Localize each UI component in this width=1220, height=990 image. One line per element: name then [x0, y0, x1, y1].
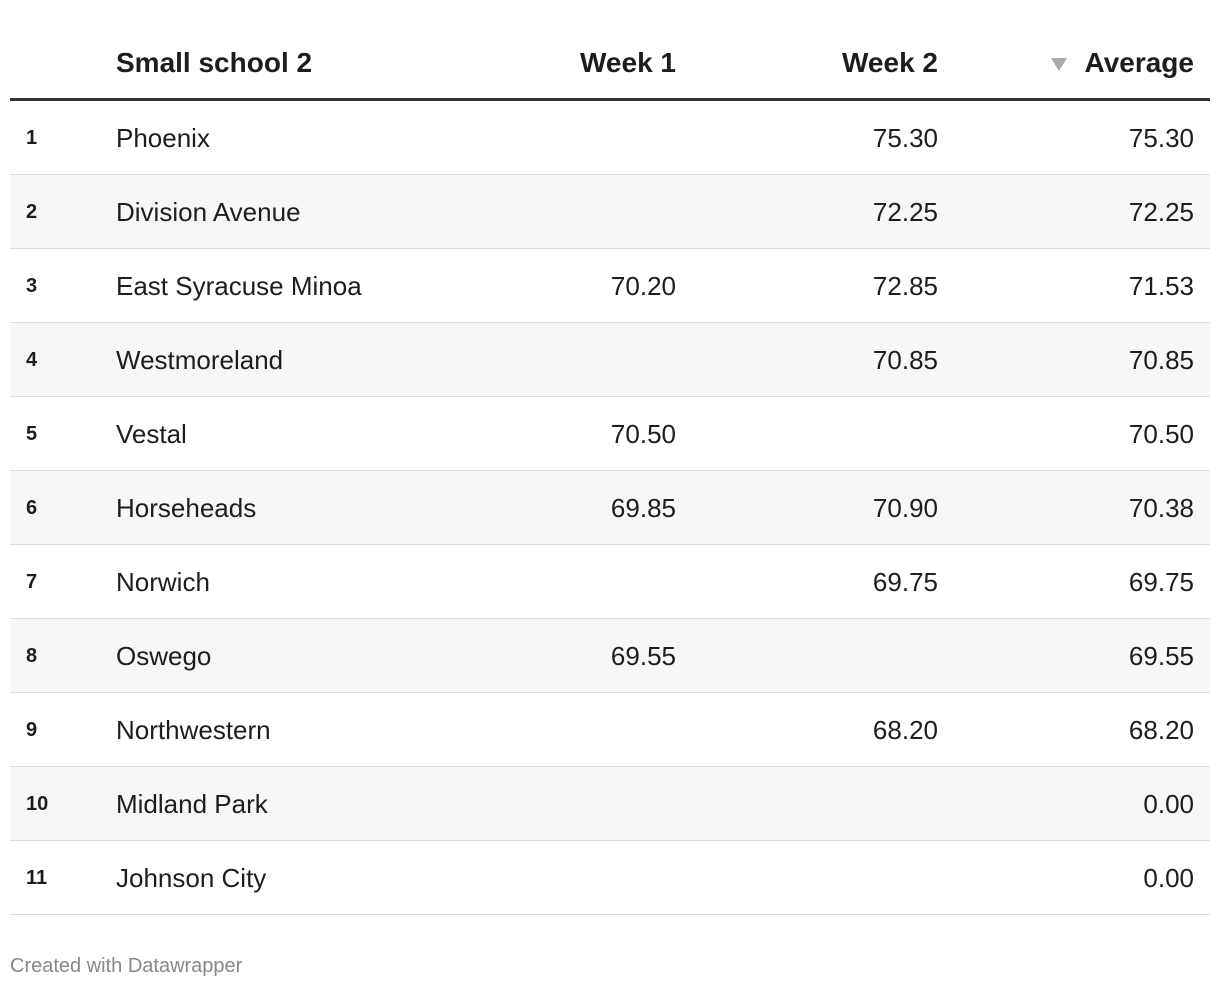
table-row	[10, 101, 1210, 175]
score: 69.75	[872, 567, 938, 597]
score: 70.50	[1128, 419, 1194, 449]
header-rule	[10, 98, 1210, 101]
school-name: Phoenix	[116, 123, 210, 153]
score: 69.85	[610, 493, 676, 523]
table-row	[10, 397, 1210, 471]
school-name: Norwich	[116, 567, 210, 597]
school-name: Horseheads	[116, 493, 257, 523]
school-name: Vestal	[116, 419, 187, 449]
school-name: Midland Park	[116, 789, 268, 819]
rank: 5	[26, 423, 38, 445]
score: 72.25	[872, 197, 938, 227]
score: 71.53	[1128, 271, 1194, 301]
column-header[interactable]: Average	[1084, 47, 1194, 78]
table-row	[10, 619, 1210, 693]
score: 72.25	[1128, 197, 1194, 227]
rank: 2	[26, 201, 38, 223]
score: 0.00	[1143, 789, 1194, 819]
table-row	[10, 545, 1210, 619]
school-name: Northwestern	[116, 715, 271, 745]
column-header[interactable]: Small school 2	[116, 47, 313, 78]
score: 69.75	[1128, 567, 1194, 597]
table-row	[10, 323, 1210, 397]
table-row	[10, 249, 1210, 323]
table: Small school 2 Week 1 Week 2 Average 1 Phoeni…	[10, 47, 1210, 915]
rank: 11	[26, 867, 48, 889]
rank: 4	[26, 349, 38, 371]
table-row	[10, 693, 1210, 767]
score: 70.38	[1128, 493, 1194, 523]
score: 0.00	[1143, 863, 1194, 893]
rank: 3	[26, 275, 38, 297]
score: 70.85	[1128, 345, 1194, 375]
rank: 1	[26, 127, 38, 149]
school-name: Westmoreland	[116, 345, 284, 375]
rank: 6	[26, 497, 38, 519]
footer: Created with Datawrapper	[10, 955, 243, 977]
score: 69.55	[610, 641, 676, 671]
school-name: Division Avenue	[116, 197, 301, 227]
score: 70.50	[610, 419, 676, 449]
score: 68.20	[1128, 715, 1194, 745]
table-row	[10, 175, 1210, 249]
school-name: East Syracuse Minoa	[116, 271, 362, 301]
school-name: Johnson City	[116, 863, 267, 893]
table-row	[10, 471, 1210, 545]
score: 75.30	[1128, 123, 1194, 153]
table-row	[10, 767, 1210, 841]
sort-indicator	[1051, 58, 1067, 71]
score: 75.30	[872, 123, 938, 153]
score: 69.55	[1128, 641, 1194, 671]
table-row	[10, 841, 1210, 915]
score: 68.20	[872, 715, 938, 745]
rank: 7	[26, 571, 38, 593]
rank: 9	[26, 719, 38, 741]
score: 70.90	[872, 493, 938, 523]
school-name: Oswego	[116, 641, 212, 671]
score: 70.20	[610, 271, 676, 301]
rank: 10	[26, 793, 49, 815]
rank: 8	[26, 645, 38, 667]
column-header[interactable]: Week 2	[842, 47, 938, 78]
column-header[interactable]: Week 1	[580, 47, 676, 78]
score: 72.85	[872, 271, 938, 301]
score: 70.85	[872, 345, 938, 375]
